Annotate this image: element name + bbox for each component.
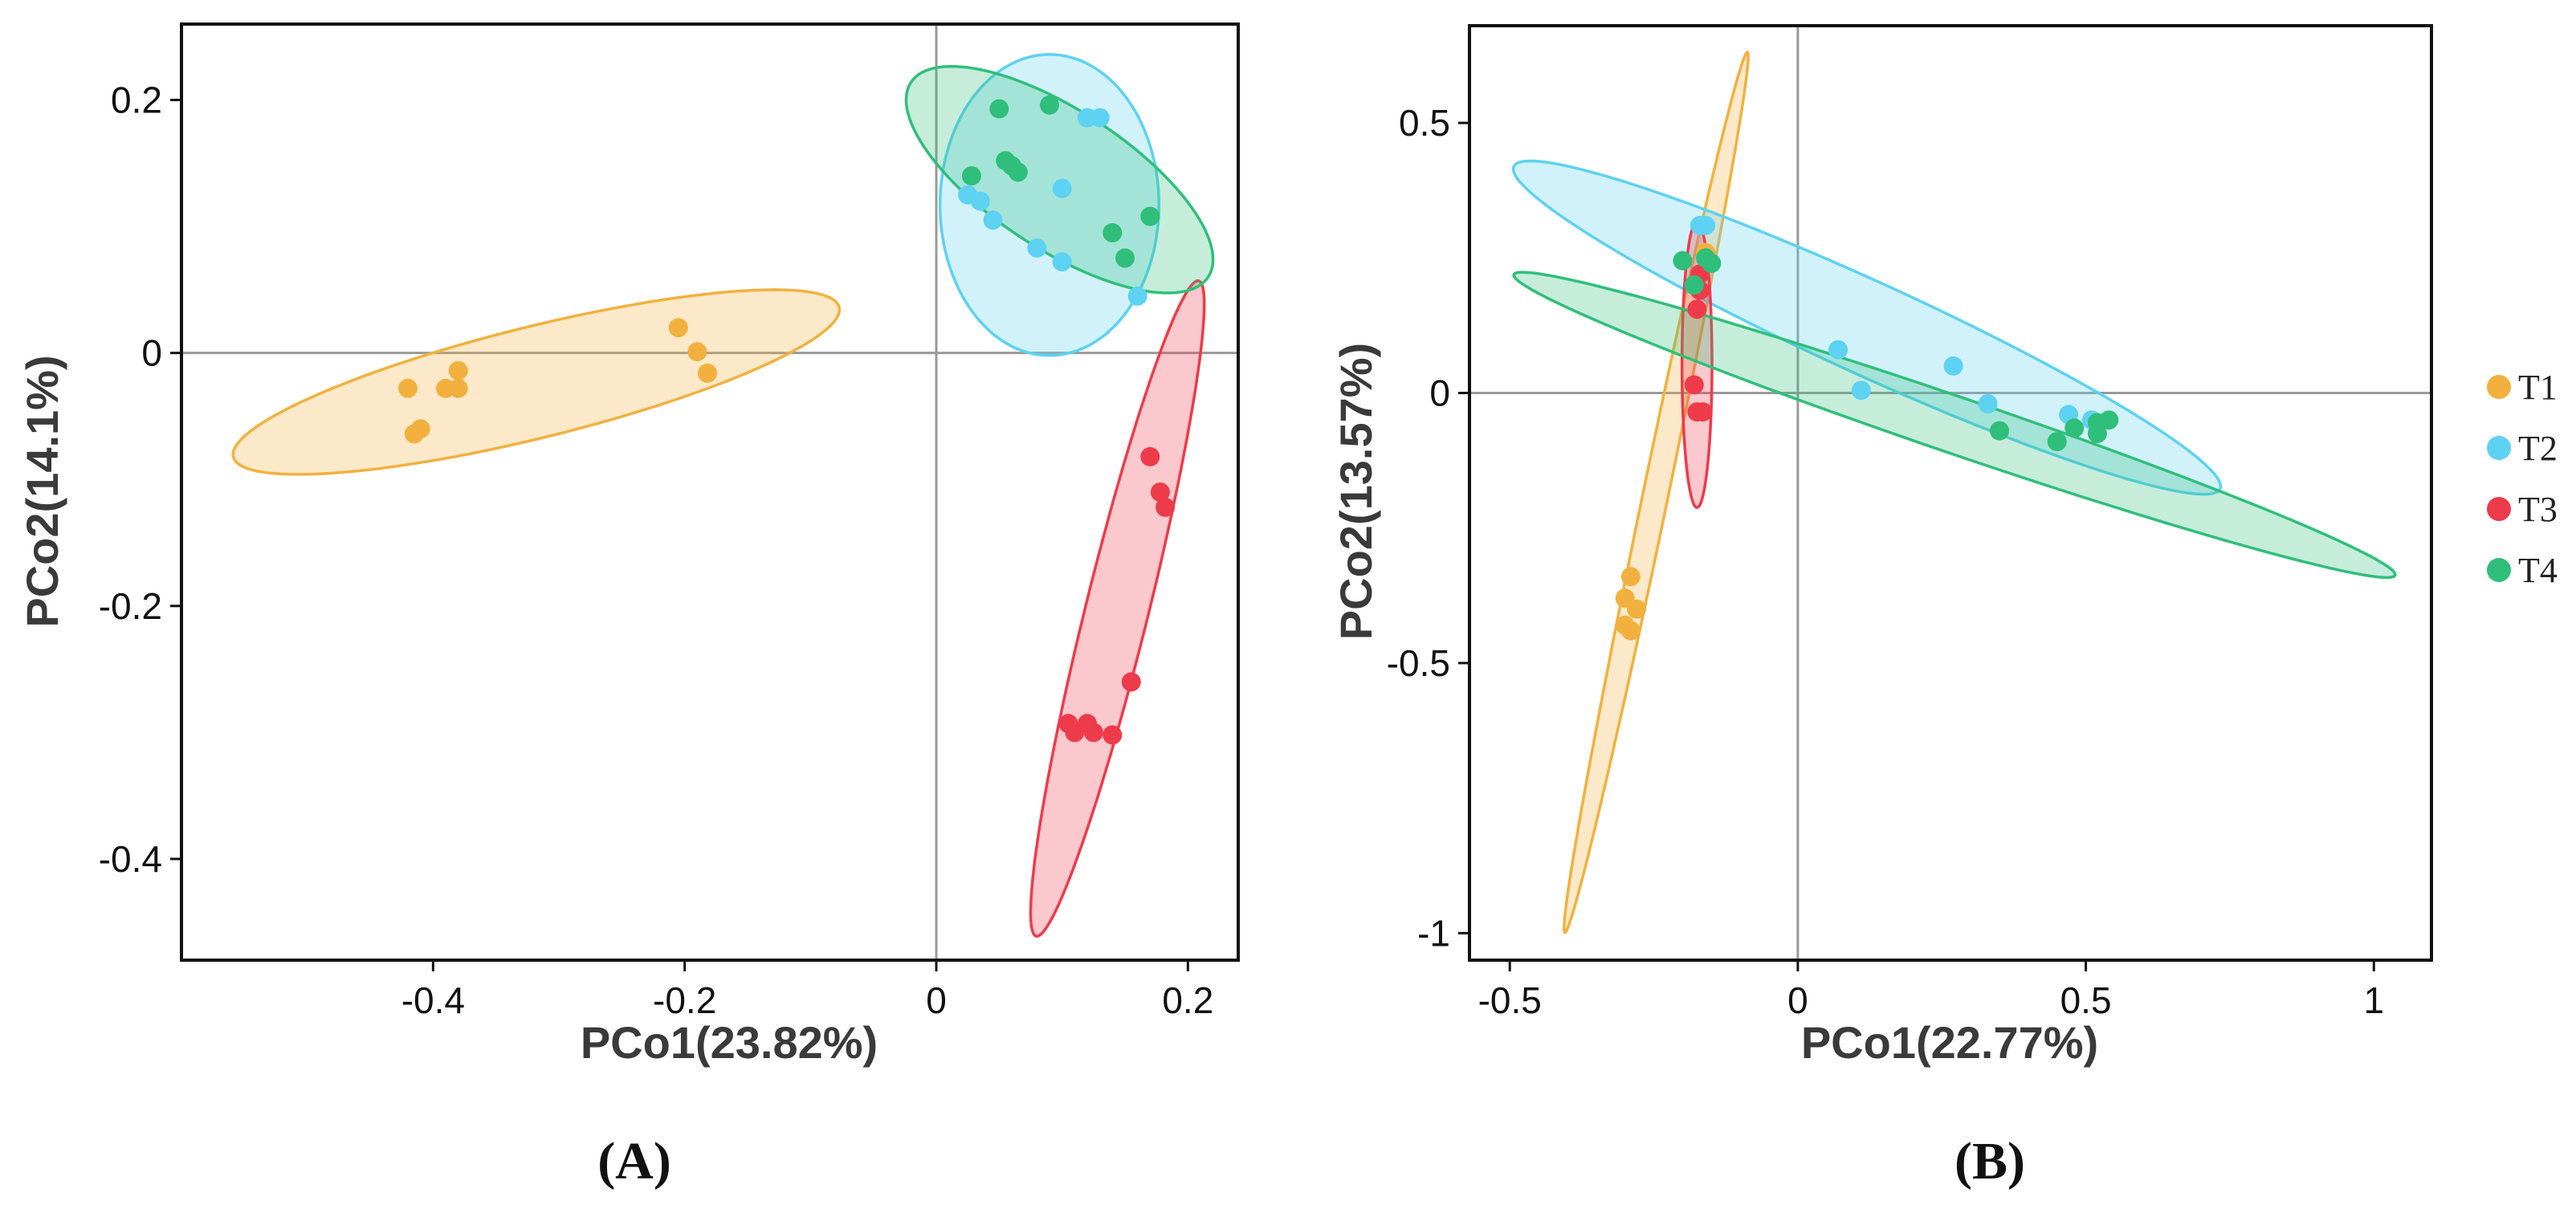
- panel-b: -0.5 0 0.5 1 0.5 0 -0.5 -1 PCo1(22.77%) PCo2(13…: [1331, 24, 2433, 1191]
- panel-a-x-tick-label: -0.4: [401, 979, 465, 1021]
- panel-b-point-t1-4: [1620, 621, 1641, 641]
- panel-a-ellipse-t3: [1029, 279, 1206, 938]
- panel-a-point-t4-0: [989, 99, 1009, 119]
- legend-marker-t3: [2487, 497, 2511, 521]
- panel-b-point-t4-0: [1673, 250, 1693, 271]
- panel-a-point-t3-6: [1083, 723, 1103, 743]
- panel-b-y-tick-label: 0: [1429, 372, 1450, 414]
- panel-b-point-t2-2: [1828, 340, 1848, 360]
- panel-b-point-t4-8: [2099, 410, 2119, 430]
- panel-a-x-tick-label: -0.2: [653, 979, 716, 1021]
- panel-a-point-t4-8: [1115, 248, 1135, 268]
- panel-a-point-t1-0: [668, 318, 688, 338]
- panel-a-point-t1-8: [404, 424, 424, 444]
- panel-b-point-t3-4: [1693, 402, 1713, 422]
- panel-b-frame: [1468, 24, 2433, 962]
- panel-a-point-t2-6: [1027, 238, 1047, 258]
- panel-b-point-t4-3: [1990, 421, 2009, 441]
- panel-a-point-t1-5: [448, 378, 468, 398]
- panel-b-x-tick-label: 1: [2363, 979, 2384, 1021]
- panel-b-point-t4-5: [2064, 418, 2085, 438]
- panel-a-y-tick-label: 0: [141, 332, 162, 374]
- panel-a-point-t3-1: [1150, 482, 1170, 502]
- panel-b-point-t3-1: [1687, 299, 1707, 320]
- panel-a-point-t4-5: [961, 166, 981, 186]
- panel-b-y-tick-label: -0.5: [1387, 642, 1450, 684]
- panel-a-x-tick-label: 0.2: [1162, 979, 1213, 1021]
- panel-b-x-axis-title: PCo1(22.77%): [1801, 1017, 2098, 1068]
- panel-a-ellipse-t1: [231, 288, 842, 476]
- panel-a-point-t3-0: [1140, 446, 1160, 466]
- panel-a-y-axis-title: PCo2(14.1%): [17, 355, 67, 627]
- panel-b-point-t1-2: [1627, 599, 1646, 619]
- panel-b-x-tick-label: 0: [1787, 979, 1808, 1021]
- panel-a-point-t3-2: [1156, 497, 1176, 517]
- legend-marker-t1: [2487, 375, 2511, 399]
- panel-a-y-tick-label: 0.2: [111, 79, 162, 121]
- panel-a-frame: [180, 22, 1240, 962]
- legend-item-t3: T3: [2487, 490, 2558, 529]
- panel-b-y-axis-title: PCo2(13.57%): [1331, 343, 1381, 640]
- panel-b-plot-area: [1469, 26, 2431, 960]
- legend-item-t2: T2: [2487, 429, 2558, 468]
- panel-a-point-t1-2: [697, 363, 717, 383]
- panel-b-point-t1-0: [1620, 567, 1641, 587]
- legend-marker-t2: [2487, 436, 2511, 460]
- panel-a-point-t2-7: [1052, 252, 1072, 272]
- panel-b-point-t4-7: [2087, 424, 2107, 443]
- panel-b-x-tick-label: -0.5: [1478, 979, 1542, 1021]
- panel-a-point-t4-6: [1103, 223, 1123, 242]
- panel-b-y-tick-label: 0.5: [1399, 102, 1450, 144]
- panel-b-point-t2-5: [1978, 394, 1998, 413]
- panel-b-ticks: -0.5 0 0.5 1 0.5 0 -0.5 -1: [1387, 102, 2384, 1021]
- legend-item-t4: T4: [2487, 551, 2558, 590]
- legend-item-t1: T1: [2487, 368, 2558, 407]
- panel-a-point-t2-1: [1090, 108, 1110, 128]
- panel-a-y-tick-label: -0.2: [99, 585, 162, 627]
- panel-b-label: (B): [1954, 1132, 2025, 1191]
- panel-a-point-t4-4: [1008, 162, 1028, 182]
- panel-b-x-tick-label: 0.5: [2060, 979, 2112, 1021]
- panel-b-point-t4-2: [1702, 254, 1722, 273]
- panel-b-point-t2-4: [1943, 356, 1963, 376]
- panel-a-point-t2-3: [970, 191, 990, 211]
- panel-b-point-t2-3: [1851, 381, 1871, 401]
- legend-marker-t4: [2487, 558, 2511, 582]
- panel-a: -0.4 -0.2 0 0.2 0.2 0 -0.2 -0.4 PCo1(23.82%) PC…: [17, 22, 1240, 1191]
- panel-a-y-tick-label: -0.4: [99, 838, 162, 880]
- panel-a-x-axis-title: PCo1(23.82%): [581, 1017, 878, 1068]
- panel-a-point-t2-4: [983, 210, 1003, 230]
- panel-a-point-t1-6: [398, 378, 418, 398]
- panel-a-label: (A): [597, 1132, 671, 1191]
- panel-a-point-t4-7: [1140, 206, 1160, 226]
- panel-a-point-t3-7: [1065, 723, 1085, 743]
- panel-b-point-t3-2: [1684, 375, 1704, 395]
- panel-a-point-t1-3: [448, 360, 468, 381]
- legend: T1 T2 T3 T4: [2487, 368, 2558, 590]
- panel-a-plot-area: [181, 24, 1238, 960]
- panel-a-point-t4-1: [1040, 95, 1059, 115]
- legend-label-t4: T4: [2518, 551, 2558, 590]
- panel-b-ellipse-t4: [1512, 271, 2397, 580]
- panel-a-point-t2-8: [1127, 286, 1147, 306]
- panel-b-point-t4-9: [1684, 275, 1704, 295]
- panel-a-ticks: -0.4 -0.2 0 0.2 0.2 0 -0.2 -0.4: [99, 79, 1214, 1021]
- panel-a-point-t3-3: [1121, 672, 1141, 692]
- panel-a-point-t1-1: [687, 342, 707, 362]
- legend-label-t1: T1: [2518, 368, 2558, 407]
- panel-a-x-tick-label: 0: [926, 979, 947, 1021]
- panel-b-y-tick-label: -1: [1417, 912, 1450, 954]
- panel-b-point-t2-1: [1696, 215, 1716, 235]
- panel-a-point-t3-8: [1103, 725, 1123, 745]
- legend-label-t3: T3: [2518, 490, 2558, 529]
- panel-a-point-t2-5: [1052, 178, 1072, 198]
- panel-b-point-t4-4: [2047, 432, 2067, 452]
- legend-label-t2: T2: [2518, 429, 2558, 468]
